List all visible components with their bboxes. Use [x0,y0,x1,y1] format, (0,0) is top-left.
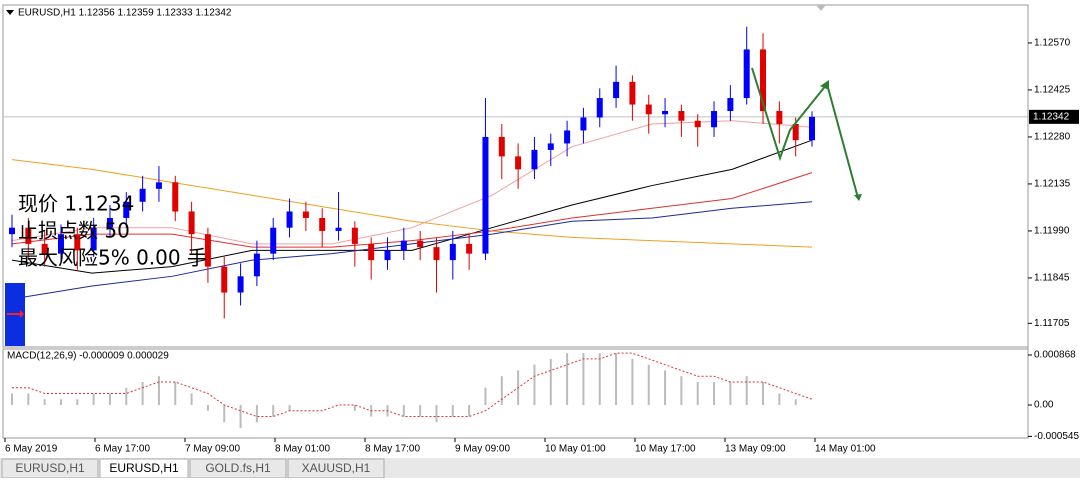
overlay-text: 现价 1.1234 [18,192,134,216]
collapse-icon [6,10,14,15]
candle-body [792,123,799,141]
forecast-arrow [751,67,828,162]
candle-body [9,227,15,235]
candle-body [645,104,652,115]
tab-label[interactable]: GOLD.fs,H1 [205,461,271,475]
candle-body [172,182,179,212]
y-tick-label: 1.11705 [1034,318,1070,329]
candle-body [155,182,162,189]
x-tick-label: 10 May 01:00 [545,444,606,455]
candle-body [629,81,636,105]
x-tick-label: 8 May 01:00 [275,444,330,455]
candle-body [351,227,358,244]
candle-body [498,136,505,157]
forecast-arrow [826,83,859,199]
plot [3,26,1028,429]
y-tick-label: 1.11845 [1034,273,1070,284]
candle-body [270,227,277,254]
y2-tick-label: 0.000868 [1034,350,1076,361]
candle-body [662,111,669,115]
moving-average [11,159,813,248]
overlay-text: 最大风险5% 0.00 手 [18,246,207,270]
candle-body [482,136,489,254]
candle-body [694,120,701,128]
candle-body [204,234,211,267]
arrow-head [820,80,829,90]
y-tick-label: 1.12280 [1034,132,1071,143]
candle-body [384,250,391,261]
moving-average [11,139,813,274]
x-tick-label: 6 May 17:00 [95,444,150,455]
candle-body [776,111,783,124]
x-tick-label: 10 May 17:00 [635,444,696,455]
moving-average [11,201,813,300]
x-tick-label: 13 May 09:00 [725,444,786,455]
candle-body [760,49,767,112]
arrow-head [854,194,862,201]
candle-body [596,98,603,118]
arrow-head [20,310,24,318]
indicator-label: MACD(12,26,9) -0.000009 0.000029 [7,351,169,362]
candle-body [711,111,718,128]
price-label: 1.12342 [1033,111,1070,122]
candle-body [743,49,750,99]
candle-body [188,211,195,235]
candle-body [123,201,130,218]
y2-tick-label: 0.00 [1034,400,1054,411]
candle-body [302,211,309,218]
candle-body [400,240,407,251]
candle-body [531,149,538,170]
candle-body [678,111,685,121]
x-tick-label: 8 May 17:00 [365,444,420,455]
candle-body [547,143,554,150]
candle-body [25,227,32,244]
y-tick-label: 1.12135 [1034,179,1071,190]
candle-body [335,227,342,231]
candle-body [253,253,260,277]
candle-body [237,276,244,293]
moving-average [11,172,813,248]
candle-body [57,234,64,254]
candle-body [564,130,571,144]
candle-body [449,243,456,261]
tab-label[interactable]: EURUSD,H1 [15,461,85,475]
candle-body [368,243,375,261]
candle-body [106,217,113,228]
x-tick-label: 6 May 2019 [5,444,58,455]
candle-body [74,234,81,251]
x-tick-label: 9 May 09:00 [455,444,510,455]
y-tick-label: 1.11990 [1034,226,1070,237]
candle-body [319,217,326,231]
candle-body [466,243,473,254]
candle-body [433,247,440,261]
candle-body [417,240,424,248]
moving-average [11,120,813,245]
header: EURUSD,H1 1.12356 1.12359 1.12333 1.1234… [18,8,232,19]
x-tick-label: 7 May 09:00 [185,444,240,455]
tab-label[interactable]: EURUSD,H1 [109,461,179,475]
tab-label[interactable]: XAUUSD,H1 [302,461,371,475]
price-box [1029,109,1079,124]
candle-body [286,211,293,228]
candle-body [41,243,48,254]
x-tick-label: 14 May 01:00 [815,444,876,455]
y-tick-label: 1.12425 [1034,85,1071,96]
candle-body [809,116,815,141]
y-tick-label: 1.12570 [1034,38,1071,49]
candle-body [727,98,734,112]
candle-body [90,227,97,251]
candle-body [515,156,522,170]
candle-body [613,81,620,99]
overlay-text: 止损点数 50 [18,219,130,243]
y2-tick-label: -0.000545 [1034,431,1079,442]
shift-marker [816,5,826,11]
candle-body [580,117,587,131]
candle-body [221,266,228,293]
candle-body [139,188,146,202]
